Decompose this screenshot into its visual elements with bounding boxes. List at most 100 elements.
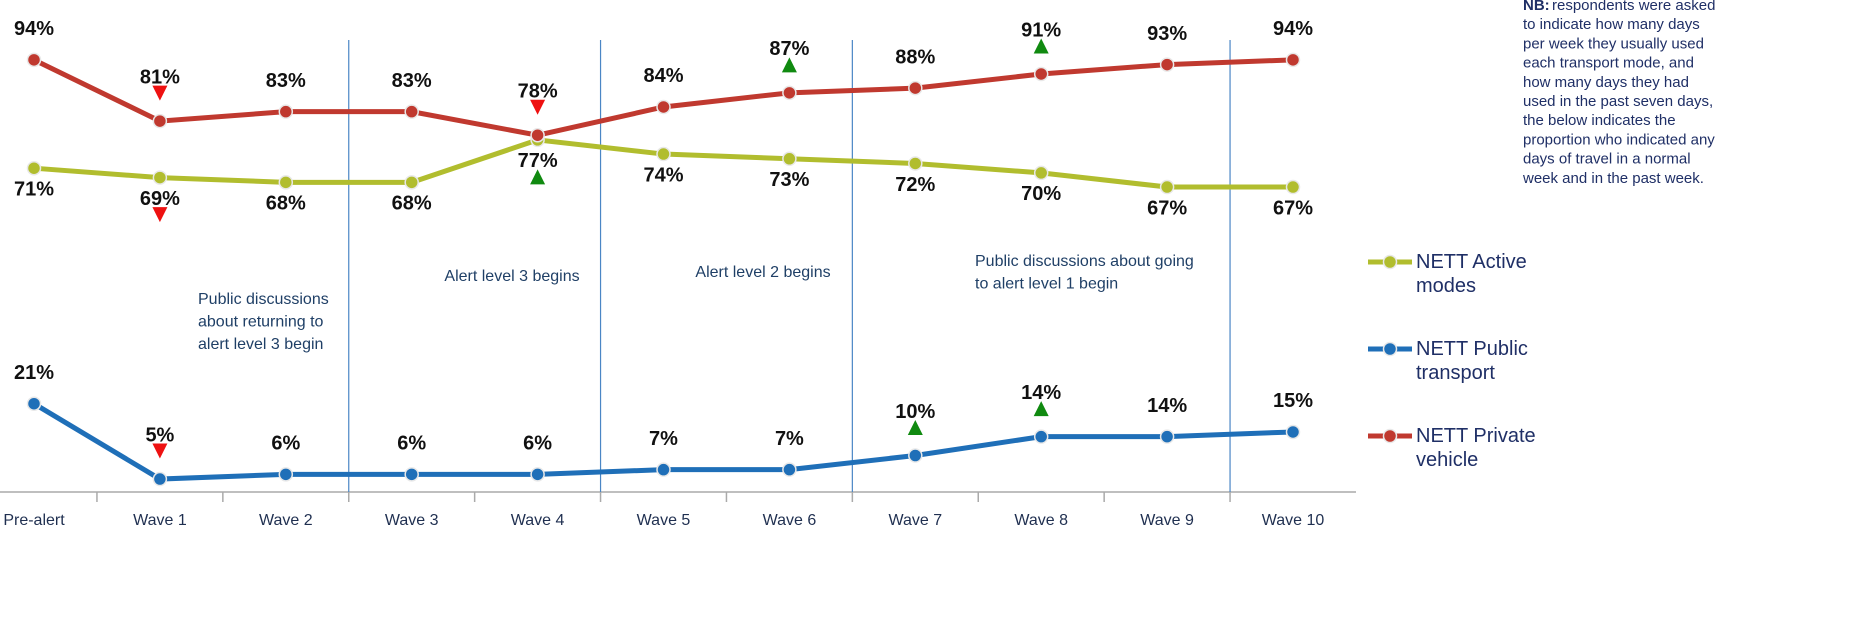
- significance-down: [152, 85, 168, 101]
- significance-up: [1033, 38, 1049, 54]
- point: [1033, 429, 1049, 444]
- point: [26, 396, 42, 411]
- note-line: per week they usually used: [1523, 35, 1704, 52]
- point: [656, 146, 671, 162]
- data-label: 84%: [643, 65, 683, 87]
- annotation: Public discussions about going: [975, 253, 1194, 270]
- point: [26, 160, 42, 176]
- point: [908, 80, 923, 96]
- legend-marker: [1382, 341, 1398, 357]
- x-tick-label: Wave 2: [259, 512, 313, 529]
- data-label: 73%: [769, 169, 809, 191]
- significance-down: [530, 99, 546, 115]
- data-label: 94%: [14, 18, 54, 40]
- data-label: 14%: [1147, 395, 1187, 417]
- x-tick-label: Wave 1: [133, 512, 187, 529]
- data-label: 7%: [775, 428, 804, 450]
- data-label: 94%: [1273, 18, 1313, 40]
- x-tick-label: Wave 6: [763, 512, 817, 529]
- significance-up: [781, 57, 797, 73]
- point: [26, 52, 42, 68]
- data-label: 72%: [895, 174, 935, 196]
- data-label: 68%: [392, 193, 432, 215]
- data-label: 88%: [895, 46, 935, 68]
- note-line: days of travel in a normal: [1523, 151, 1691, 168]
- x-tick-label: Pre-alert: [3, 512, 65, 529]
- point: [908, 448, 923, 463]
- point: [1033, 165, 1049, 181]
- data-label: 14%: [1021, 382, 1061, 404]
- point: [1285, 179, 1301, 195]
- point: [1159, 179, 1175, 195]
- x-tick-label: Wave 8: [1014, 512, 1068, 529]
- point: [1285, 52, 1301, 68]
- x-tick-label: Wave 5: [637, 512, 691, 529]
- point: [404, 467, 419, 482]
- significance-up: [1033, 401, 1049, 417]
- point: [1159, 57, 1175, 72]
- point: [782, 151, 797, 167]
- legend-label: NETT Private vehicle: [1416, 425, 1536, 471]
- data-label: 83%: [266, 70, 306, 92]
- point: [1285, 424, 1301, 440]
- data-label: 78%: [518, 81, 558, 103]
- annotation: Alert level 2 begins: [695, 264, 830, 281]
- point: [908, 156, 923, 171]
- annotation: Alert level 3 begins: [444, 268, 579, 285]
- data-label: 6%: [397, 433, 426, 455]
- data-label: 91%: [1021, 19, 1061, 41]
- data-label: 81%: [140, 66, 180, 88]
- legend-label: NETT Active modes: [1416, 251, 1527, 297]
- data-label: 6%: [523, 433, 552, 455]
- note-line: used in the past seven days,: [1523, 93, 1713, 110]
- x-tick-label: Wave 3: [385, 512, 439, 529]
- data-label: 69%: [140, 188, 180, 210]
- data-label: 6%: [271, 433, 300, 455]
- data-label: 67%: [1273, 197, 1313, 219]
- significance-down: [152, 207, 168, 223]
- significance-up: [530, 169, 546, 185]
- point: [530, 127, 545, 143]
- data-label: 67%: [1147, 197, 1187, 219]
- data-label: 93%: [1147, 23, 1187, 45]
- data-label: 83%: [392, 70, 432, 92]
- point: [782, 85, 797, 101]
- legend-marker: [1382, 254, 1398, 270]
- point: [152, 170, 168, 185]
- note-line: the below indicates the: [1523, 112, 1676, 129]
- point: [1033, 66, 1049, 82]
- note-line: how many days they had: [1523, 74, 1689, 91]
- data-label: 70%: [1021, 183, 1061, 205]
- x-tick-label: Wave 9: [1140, 512, 1194, 529]
- point: [782, 462, 797, 477]
- point: [278, 104, 294, 119]
- note-line: respondents were asked: [1552, 0, 1715, 14]
- point: [404, 175, 419, 190]
- legend-marker: [1382, 428, 1398, 444]
- point: [656, 99, 671, 115]
- data-label: 21%: [14, 362, 54, 384]
- significance-down: [152, 443, 168, 459]
- data-label: 68%: [266, 193, 306, 215]
- x-tick-label: Wave 10: [1262, 512, 1325, 529]
- x-tick-label: Wave 7: [888, 512, 942, 529]
- point: [404, 104, 419, 119]
- annotation: to alert level 1 begin: [975, 276, 1118, 293]
- annotation: Public discussions: [198, 291, 329, 308]
- data-label: 74%: [643, 164, 683, 186]
- data-label: 10%: [895, 401, 935, 423]
- point: [278, 467, 294, 482]
- point: [278, 175, 294, 190]
- x-tick-label: Wave 4: [511, 512, 565, 529]
- data-label: 15%: [1273, 390, 1313, 412]
- data-label: 71%: [14, 178, 54, 200]
- note-line: week and in the past week.: [1522, 170, 1704, 187]
- significance-up: [907, 420, 923, 435]
- legend-label: NETT Public transport: [1416, 338, 1528, 384]
- point: [656, 462, 671, 477]
- note-label: NB:: [1523, 0, 1550, 14]
- annotation: about returning to: [198, 314, 324, 331]
- point: [530, 467, 545, 482]
